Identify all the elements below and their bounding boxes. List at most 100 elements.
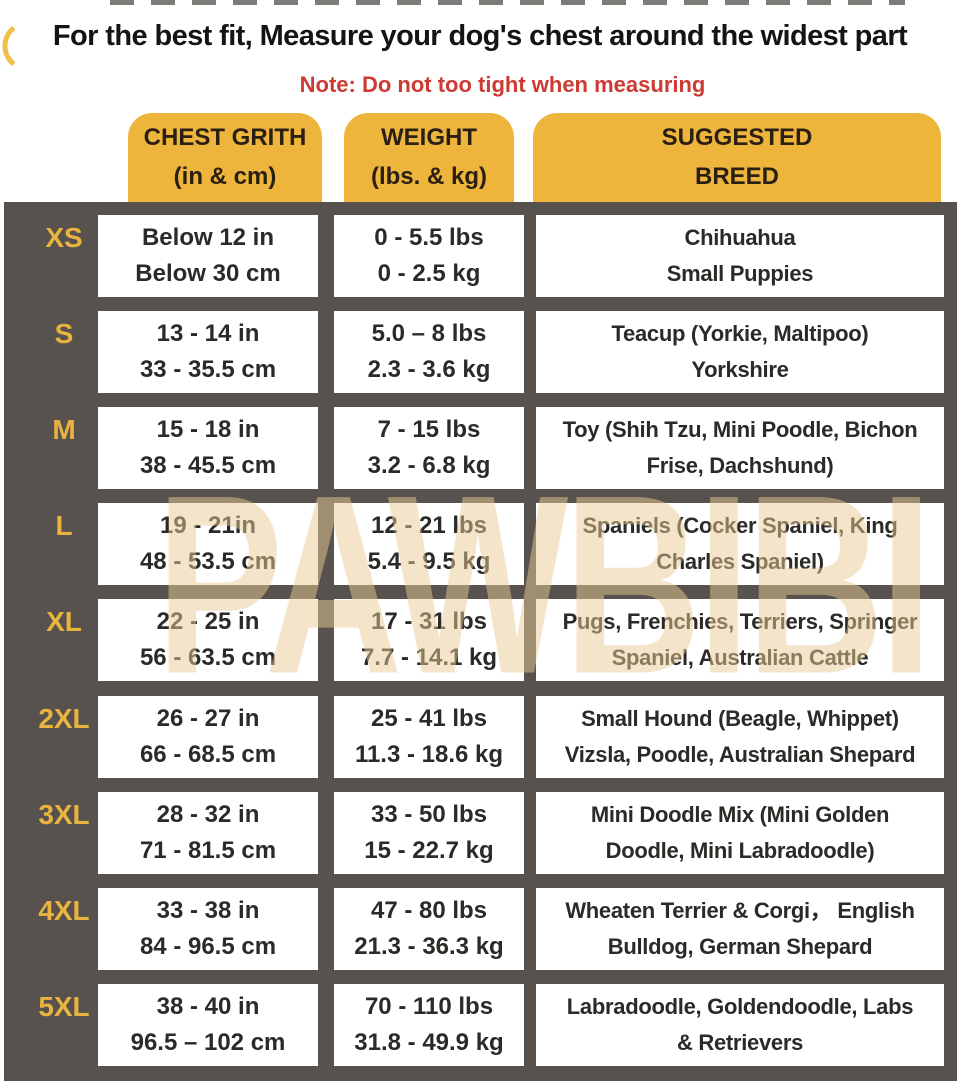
chest-girth-cell: 38 - 40 in 96.5 – 102 cm — [98, 984, 318, 1066]
breed-line: & Retrievers — [676, 1030, 804, 1056]
size-label: 2XL — [38, 703, 90, 734]
weight-kg: 7.7 - 14.1 kg — [360, 644, 498, 672]
breed-line: Doodle, Mini Labradoodle) — [605, 838, 875, 864]
table-row: S 13 - 14 in 33 - 35.5 cm 5.0 – 8 lbs 2.… — [4, 311, 957, 393]
table-row: M 15 - 18 in 38 - 45.5 cm 7 - 15 lbs 3.2… — [4, 407, 957, 489]
suggested-breed-cell: Teacup (Yorkie, Maltipoo) Yorkshire — [536, 311, 944, 393]
breed-line: Small Hound (Beagle, Whippet) — [581, 705, 899, 731]
weight-lbs: 0 - 5.5 lbs — [374, 223, 484, 251]
weight-kg: 0 - 2.5 kg — [377, 260, 481, 288]
breed-line: Bulldog, German Shepard — [607, 934, 873, 960]
size-label: XL — [46, 606, 82, 637]
suggested-breed-cell: Spaniels (Cocker Spaniel, King Charles S… — [536, 503, 944, 585]
chest-girth-inches: 15 - 18 in — [156, 415, 260, 443]
suggested-breed-cell: Chihuahua Small Puppies — [536, 215, 944, 297]
chest-girth-inches: Below 12 in — [141, 223, 275, 251]
weight-kg: 5.4 - 9.5 kg — [367, 548, 491, 576]
column-header-line: BREED — [694, 163, 779, 190]
size-label: S — [54, 318, 74, 349]
size-label: 3XL — [38, 799, 90, 830]
suggested-breed-cell: Mini Doodle Mix (Mini Golden Doodle, Min… — [536, 792, 944, 874]
weight-kg: 21.3 - 36.3 kg — [354, 933, 504, 961]
chest-girth-cm: 71 - 81.5 cm — [139, 837, 277, 865]
weight-cell: 25 - 41 lbs 11.3 - 18.6 kg — [334, 696, 524, 778]
breed-line: Pugs, Frenchies, Terriers, Springer — [562, 608, 918, 634]
weight-cell: 12 - 21 lbs 5.4 - 9.5 kg — [334, 503, 524, 585]
weight-lbs: 33 - 50 lbs — [370, 800, 488, 828]
chest-girth-cm: 56 - 63.5 cm — [139, 644, 277, 672]
chest-girth-cm: 84 - 96.5 cm — [139, 933, 277, 961]
breed-line: Wheaten Terrier & Corgi， English — [565, 897, 915, 923]
breed-line: Vizsla, Poodle, Australian Shepard — [564, 742, 916, 768]
column-header-line: (in & cm) — [173, 163, 277, 190]
table-row: 2XL 26 - 27 in 66 - 68.5 cm 25 - 41 lbs … — [4, 696, 957, 778]
breed-line: Small Puppies — [666, 261, 814, 287]
chest-girth-cm: 66 - 68.5 cm — [139, 741, 277, 769]
weight-cell: 47 - 80 lbs 21.3 - 36.3 kg — [334, 888, 524, 970]
chest-girth-cm: 96.5 – 102 cm — [130, 1029, 286, 1057]
breed-line: Chihuahua — [684, 224, 796, 250]
weight-kg: 3.2 - 6.8 kg — [367, 452, 491, 480]
chest-girth-cell: 22 - 25 in 56 - 63.5 cm — [98, 599, 318, 681]
suggested-breed-cell: Labradoodle, Goldendoodle, Labs & Retrie… — [536, 984, 944, 1066]
weight-lbs: 5.0 – 8 lbs — [371, 319, 487, 347]
column-header-line: CHEST GRITH — [143, 124, 307, 151]
cropped-yellow-graphic — [2, 26, 16, 66]
weight-kg: 15 - 22.7 kg — [364, 837, 494, 865]
size-label: L — [55, 510, 73, 541]
weight-cell: 33 - 50 lbs 15 - 22.7 kg — [334, 792, 524, 874]
weight-lbs: 17 - 31 lbs — [370, 607, 488, 635]
page-title: For the best fit, Measure your dog's che… — [52, 20, 908, 52]
chest-girth-inches: 38 - 40 in — [156, 992, 260, 1020]
weight-lbs: 47 - 80 lbs — [370, 896, 488, 924]
column-header-line: SUGGESTED — [661, 124, 813, 151]
column-header-weight: WEIGHT (lbs. & kg) — [344, 113, 514, 202]
breed-line: Labradoodle, Goldendoodle, Labs — [566, 993, 914, 1019]
chest-girth-cm: 38 - 45.5 cm — [139, 452, 277, 480]
measuring-note: Note: Do not too tight when measuring — [299, 72, 706, 97]
table-row: 4XL 33 - 38 in 84 - 96.5 cm 47 - 80 lbs … — [4, 888, 957, 970]
chest-girth-cm: Below 30 cm — [135, 260, 281, 288]
suggested-breed-cell: Toy (Shih Tzu, Mini Poodle, Bichon Frise… — [536, 407, 944, 489]
breed-line: Charles Spaniel) — [656, 549, 824, 575]
breed-line: Toy (Shih Tzu, Mini Poodle, Bichon — [562, 416, 918, 442]
breed-line: Frise, Dachshund) — [646, 453, 834, 479]
chest-girth-cm: 48 - 53.5 cm — [139, 548, 277, 576]
column-header-line: (lbs. & kg) — [370, 163, 487, 190]
size-chart-table: XS Below 12 in Below 30 cm 0 - 5.5 lbs 0… — [4, 202, 957, 1081]
column-header-line: WEIGHT — [381, 124, 477, 151]
column-header-suggested-breed: SUGGESTED BREED — [533, 113, 941, 202]
chest-girth-cell: 26 - 27 in 66 - 68.5 cm — [98, 696, 318, 778]
chest-girth-inches: 19 - 21in — [159, 511, 257, 539]
size-label: M — [52, 414, 76, 445]
weight-cell: 5.0 – 8 lbs 2.3 - 3.6 kg — [334, 311, 524, 393]
breed-line: Teacup (Yorkie, Maltipoo) — [611, 320, 869, 346]
chest-girth-cell: 15 - 18 in 38 - 45.5 cm — [98, 407, 318, 489]
size-label: 5XL — [38, 991, 90, 1022]
chest-girth-inches: 28 - 32 in — [156, 800, 260, 828]
weight-lbs: 12 - 21 lbs — [370, 511, 488, 539]
weight-kg: 2.3 - 3.6 kg — [367, 356, 491, 384]
weight-cell: 70 - 110 lbs 31.8 - 49.9 kg — [334, 984, 524, 1066]
table-row: XS Below 12 in Below 30 cm 0 - 5.5 lbs 0… — [4, 215, 957, 297]
chest-girth-cell: 33 - 38 in 84 - 96.5 cm — [98, 888, 318, 970]
weight-lbs: 25 - 41 lbs — [370, 704, 488, 732]
breed-line: Spaniels (Cocker Spaniel, King — [582, 512, 898, 538]
chest-girth-inches: 22 - 25 in — [156, 607, 260, 635]
chest-girth-inches: 13 - 14 in — [156, 319, 260, 347]
table-row: 5XL 38 - 40 in 96.5 – 102 cm 70 - 110 lb… — [4, 984, 957, 1066]
weight-lbs: 7 - 15 lbs — [377, 415, 481, 443]
size-label: 4XL — [38, 895, 90, 926]
suggested-breed-cell: Wheaten Terrier & Corgi， English Bulldog… — [536, 888, 944, 970]
breed-line: Yorkshire — [691, 357, 789, 383]
suggested-breed-cell: Small Hound (Beagle, Whippet) Vizsla, Po… — [536, 696, 944, 778]
chest-girth-cell: 19 - 21in 48 - 53.5 cm — [98, 503, 318, 585]
table-row: 3XL 28 - 32 in 71 - 81.5 cm 33 - 50 lbs … — [4, 792, 957, 874]
chest-girth-cell: 13 - 14 in 33 - 35.5 cm — [98, 311, 318, 393]
suggested-breed-cell: Pugs, Frenchies, Terriers, Springer Span… — [536, 599, 944, 681]
table-row: XL 22 - 25 in 56 - 63.5 cm 17 - 31 lbs 7… — [4, 599, 957, 681]
weight-lbs: 70 - 110 lbs — [364, 992, 494, 1020]
chest-girth-cell: Below 12 in Below 30 cm — [98, 215, 318, 297]
weight-kg: 11.3 - 18.6 kg — [354, 741, 504, 769]
chest-girth-inches: 33 - 38 in — [156, 896, 260, 924]
